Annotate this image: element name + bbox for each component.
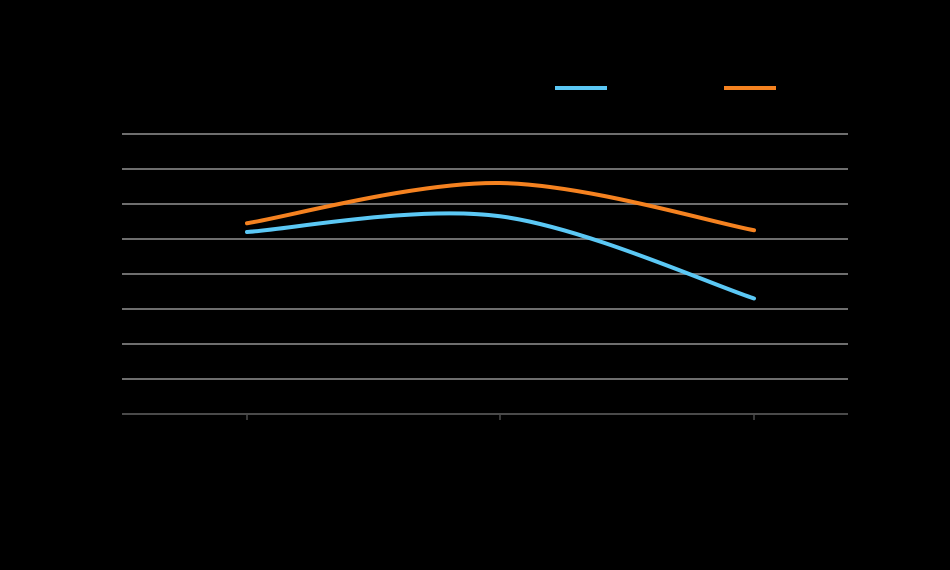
series-line-1 [245,211,756,301]
series-line-2 [245,180,756,233]
grid-lines [122,133,848,380]
x-axis [122,413,848,420]
series-lines [245,180,756,301]
